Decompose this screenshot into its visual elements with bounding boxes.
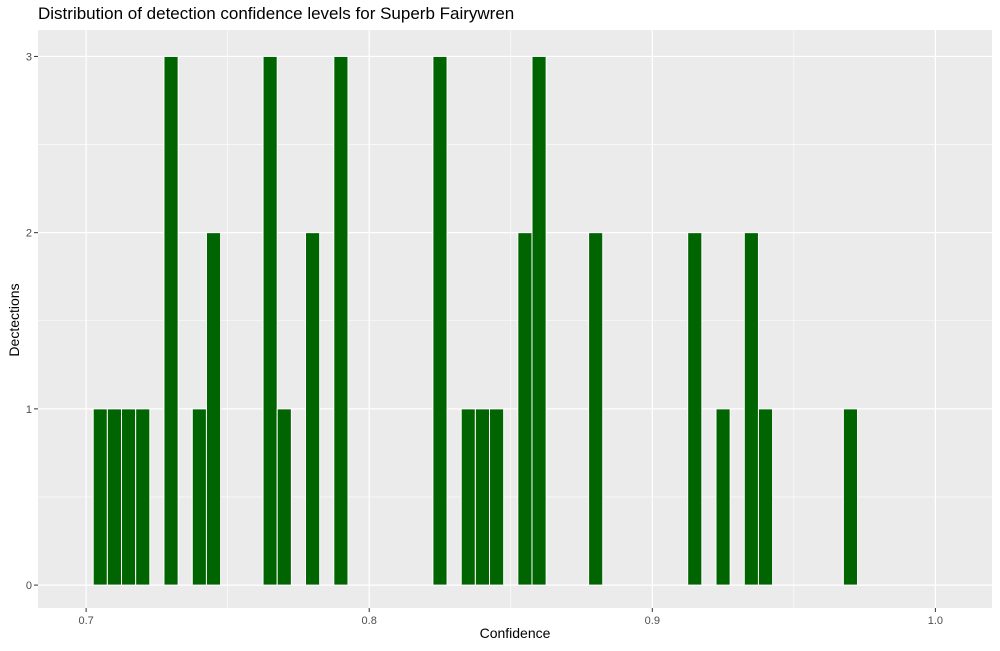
x-tick-label: 0.9 <box>645 615 660 627</box>
histogram-bar <box>842 408 859 586</box>
histogram-bar <box>135 408 151 586</box>
y-tick-labels: 0 1 2 3 <box>26 51 32 592</box>
histogram-bar <box>106 408 123 586</box>
histogram-bar <box>262 55 278 586</box>
histogram-bar <box>121 408 137 586</box>
x-axis-label: Confidence <box>479 625 551 641</box>
x-tick-label: 1.0 <box>928 615 943 627</box>
minor-gridlines <box>38 30 992 608</box>
histogram-bar <box>92 408 108 586</box>
histogram-bar <box>191 408 207 586</box>
axis-ticks <box>34 55 936 612</box>
y-tick-label: 0 <box>26 580 32 592</box>
histogram-bar <box>743 232 759 586</box>
histogram-bar <box>489 408 505 586</box>
y-tick-label: 1 <box>26 404 32 416</box>
y-tick-label: 2 <box>26 228 32 240</box>
y-tick-label: 3 <box>26 51 32 63</box>
histogram-bar <box>715 408 731 586</box>
histogram-bar <box>333 55 349 586</box>
histogram-bar <box>517 232 533 586</box>
histogram-bar <box>474 408 491 586</box>
chart-title: Distribution of detection confidence lev… <box>38 4 515 23</box>
histogram-bar <box>432 55 448 586</box>
x-tick-label: 0.8 <box>362 615 377 627</box>
bars <box>92 55 859 586</box>
histogram-bar <box>205 232 222 586</box>
histogram-bar <box>460 408 476 586</box>
histogram-bar <box>531 55 547 586</box>
histogram-bar <box>588 232 604 586</box>
x-tick-labels: 0.7 0.8 0.9 1.0 <box>78 615 943 627</box>
x-tick-label: 0.7 <box>78 615 93 627</box>
histogram-bar <box>305 232 321 586</box>
histogram-bar <box>687 232 703 586</box>
histogram-bar <box>276 408 292 586</box>
histogram-bar <box>163 55 179 586</box>
histogram-bar <box>757 408 774 586</box>
